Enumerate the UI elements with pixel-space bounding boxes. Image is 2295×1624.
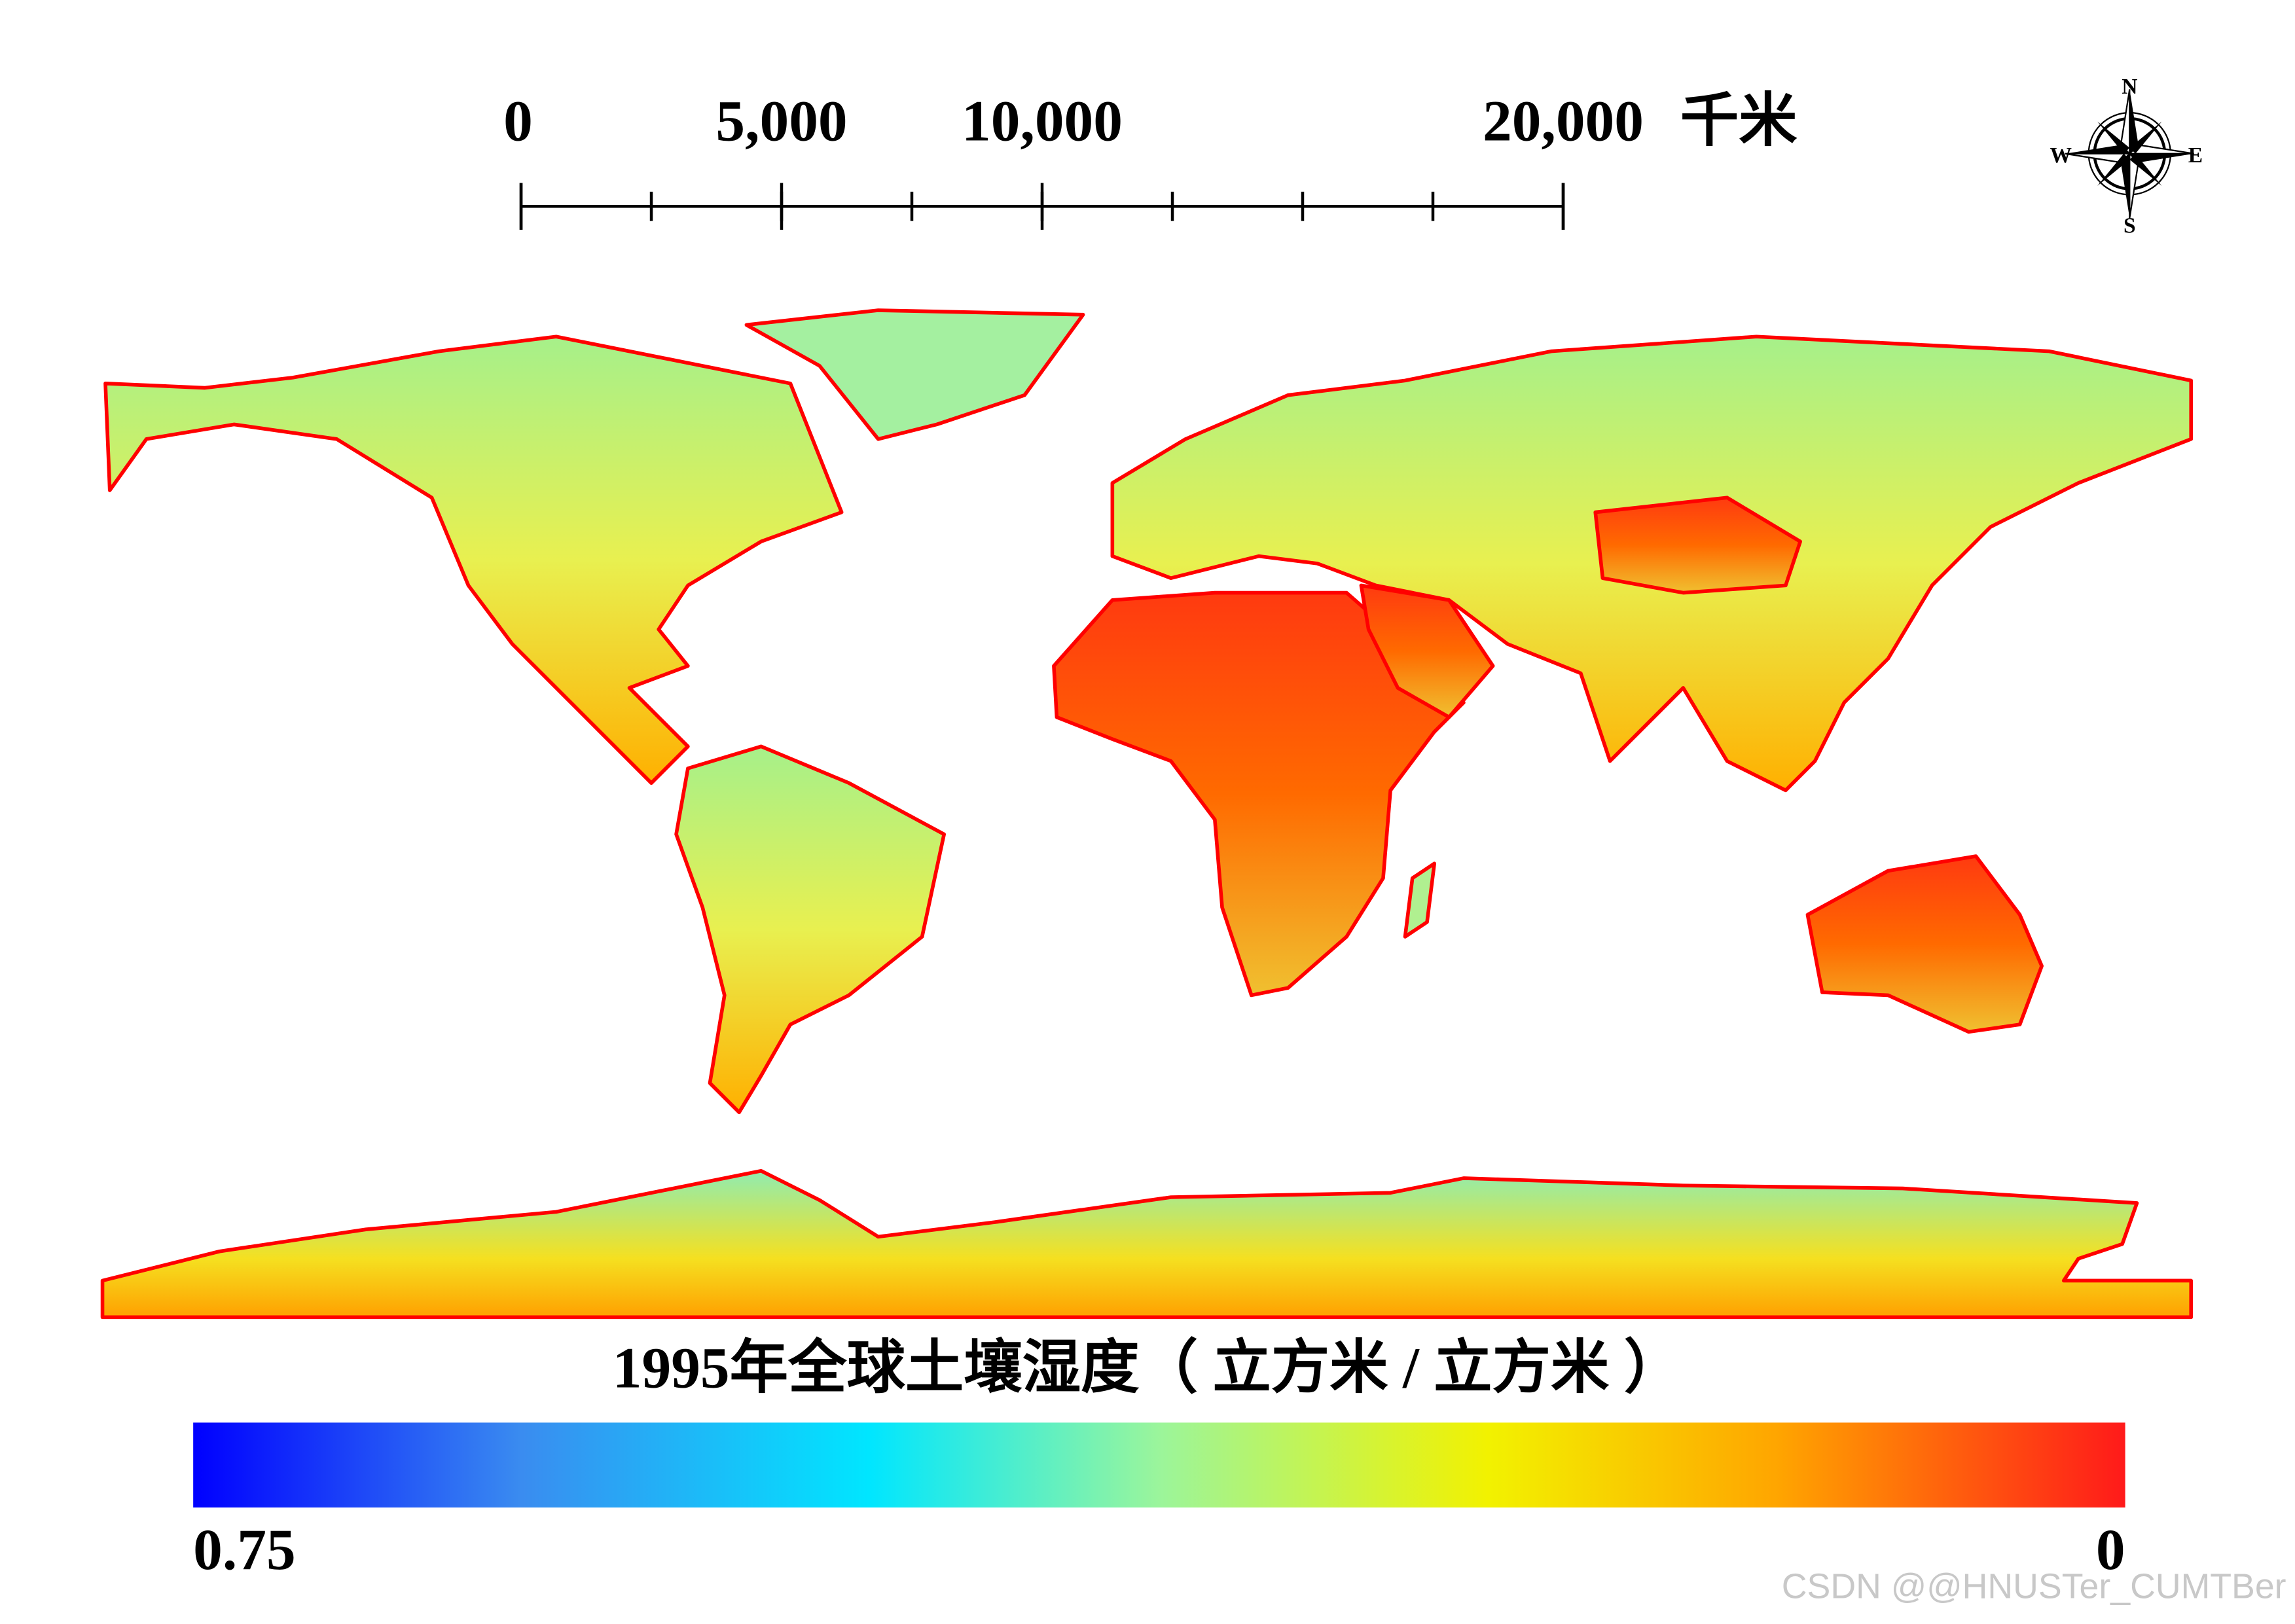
scale-bar: 0 5,000 10,000 20,000 xyxy=(503,89,1644,230)
arabia xyxy=(1359,583,1495,719)
world-map xyxy=(100,308,2194,1320)
compass-w: W xyxy=(2050,143,2072,168)
madagascar xyxy=(1403,861,1437,939)
colorbar xyxy=(193,1422,2125,1508)
central-asia xyxy=(1593,496,1803,595)
greenland xyxy=(744,308,1085,441)
scale-label: 0 xyxy=(503,89,533,154)
africa xyxy=(1052,590,1466,998)
australia xyxy=(1805,854,2044,1034)
scale-unit: 千米 xyxy=(1680,89,1798,154)
map-title: 1995年全球土壤湿度（ 立方米 / 立方米 ） xyxy=(613,1336,1682,1401)
compass-e: E xyxy=(2188,143,2203,168)
antarctica xyxy=(100,1168,2194,1320)
compass-n: N xyxy=(2122,75,2137,99)
colorbar-high-label: 0.75 xyxy=(193,1517,296,1582)
scale-label: 20,000 xyxy=(1483,89,1644,154)
watermark: CSDN @@HNUSTer_CUMTBer xyxy=(1782,1567,2286,1606)
scale-label: 5,000 xyxy=(715,89,847,154)
compass-rose: N E S W xyxy=(2050,75,2203,238)
colorbar-low-label: 0 xyxy=(2096,1517,2125,1582)
south-america xyxy=(674,744,946,1115)
north-america xyxy=(103,334,844,785)
compass-s: S xyxy=(2123,214,2136,238)
scale-label: 10,000 xyxy=(962,89,1123,154)
